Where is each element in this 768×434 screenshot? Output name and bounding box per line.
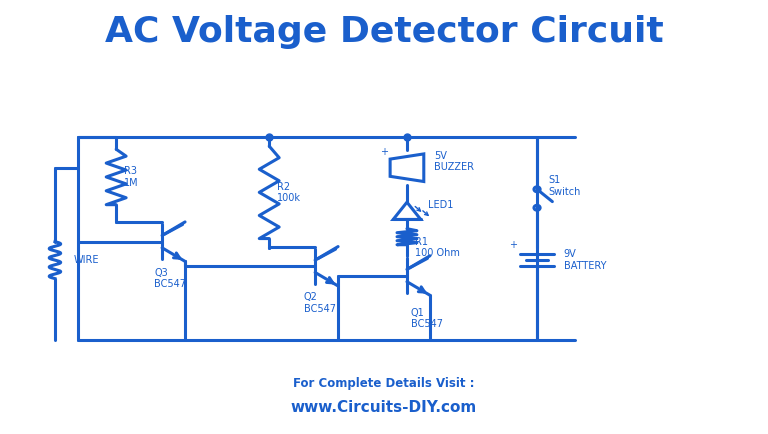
- Text: Q2
BC547: Q2 BC547: [303, 293, 336, 314]
- Text: 5V
BUZZER: 5V BUZZER: [434, 151, 474, 172]
- Text: LED1: LED1: [429, 200, 454, 210]
- Text: Q3
BC547: Q3 BC547: [154, 268, 187, 289]
- Text: AC Voltage Detector Circuit: AC Voltage Detector Circuit: [104, 15, 664, 49]
- Text: R2
100k: R2 100k: [277, 181, 301, 203]
- Text: R1
100 Ohm: R1 100 Ohm: [415, 237, 459, 258]
- Text: 9V
BATTERY: 9V BATTERY: [564, 249, 606, 271]
- Text: WIRE: WIRE: [74, 255, 100, 265]
- Text: Q1
BC547: Q1 BC547: [411, 308, 443, 329]
- Text: +: +: [380, 147, 388, 157]
- Text: For Complete Details Visit :: For Complete Details Visit :: [293, 377, 475, 390]
- Text: R3
1M: R3 1M: [124, 166, 138, 188]
- Text: S1
Switch: S1 Switch: [548, 175, 581, 197]
- Text: www.Circuits-DIY.com: www.Circuits-DIY.com: [291, 401, 477, 415]
- Text: +: +: [508, 240, 517, 250]
